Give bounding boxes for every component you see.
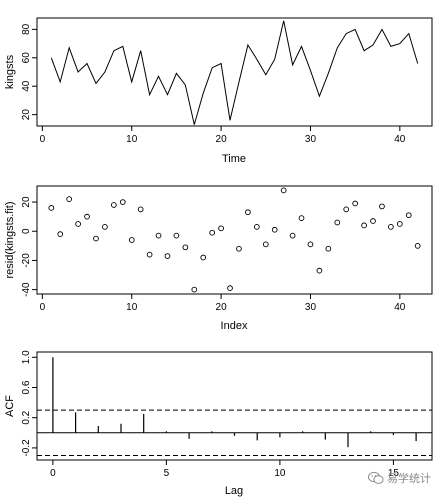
residual-point [298,215,305,221]
time-series-x-tick-label: 10 [126,134,138,145]
residual-point [245,209,251,216]
residual-point [316,267,323,274]
residual-point [280,187,287,194]
residual-point [388,224,394,230]
residuals-x-tick-label: 0 [40,302,46,313]
residual-point [289,232,296,239]
residual-point [370,218,376,224]
residual-point [307,241,314,248]
residuals-plot-frame [36,185,433,295]
residual-point [146,251,153,258]
residual-point [66,196,73,202]
residual-point [128,237,135,243]
acf-y-tick-label: 1.0 [21,350,32,364]
time-series-plot-frame [36,17,433,127]
acf-x-tick-label: 5 [164,468,170,479]
residual-point [396,221,403,227]
residual-point [334,219,341,226]
acf-x-tick-label: 0 [50,468,56,479]
residual-point [155,232,162,239]
residual-point [352,200,358,207]
time-series-ylabel: kingsts [4,54,16,89]
residual-point [405,212,412,219]
residuals-y-tick-label: -40 [21,282,32,297]
time-series-y-tick-label: 60 [21,52,32,64]
residual-point [182,244,189,251]
residuals-xlabel: Index [221,320,248,332]
residuals-x-tick-label: 40 [394,302,406,313]
time-series-line [50,20,419,125]
watermark: 易学统计 [368,470,431,486]
time-series-panel: Time kingsts 0 10 20 30 40 20 40 60 80 [4,17,433,165]
residuals-ylabel: resid(kingsts.fit) [4,201,16,278]
residual-point [209,229,216,236]
residual-point [379,203,385,210]
time-series-x-tick-label: 40 [394,134,406,145]
residuals-panel: Index resid(kingsts.fit) 0 10 20 30 40 -40 -20… [4,185,433,332]
time-series-y-tick-label: 40 [21,80,32,92]
acf-ylabel: ACF [4,395,16,417]
residuals-y-tick-label: -20 [21,253,32,268]
acf-x-tick-label: 15 [388,468,400,479]
residuals-y-tick-label: 20 [21,196,32,208]
residual-point [361,222,367,229]
residual-point [57,231,64,238]
acf-xlabel: Lag [225,485,243,497]
acf-panel: Lag ACF 0 5 10 15 -0.2 0.2 0.6 1.0 [4,350,433,497]
time-series-y-tick-label: 20 [21,109,32,121]
time-series-x-tick-label: 20 [216,134,228,145]
residual-point [218,225,224,232]
residual-point [93,235,99,242]
wechat-logo-icon [368,471,384,484]
acf-y-tick-label: -0.2 [21,439,32,457]
residual-point [84,213,90,220]
residual-point [173,232,180,239]
residual-point [262,241,269,248]
residual-point [48,205,55,211]
residual-point [253,224,260,230]
time-series-x-tick-label: 30 [305,134,317,145]
residuals-x-tick-label: 20 [216,302,228,313]
residual-point [343,206,350,213]
acf-plot-frame [36,351,433,461]
residual-point [75,221,81,227]
residuals-x-tick-label: 30 [305,302,317,313]
residual-point [119,199,126,205]
acf-y-tick-label: 0.6 [21,380,32,394]
residuals-y-tick-label: 0 [21,228,32,234]
residual-point [227,285,233,292]
time-series-y-tick-label: 80 [21,23,32,35]
time-series-xlabel: Time [222,153,246,165]
time-series-x-tick-label: 0 [40,134,46,145]
residual-point [164,253,171,259]
residual-point [137,206,144,213]
residual-point [191,286,198,293]
residual-point [200,254,207,261]
residual-point [102,224,108,230]
residuals-x-tick-label: 10 [126,302,138,313]
residual-point [414,242,421,249]
acf-y-tick-label: 0.2 [21,410,32,424]
residual-point [236,245,242,252]
residual-point [271,226,278,233]
watermark-text: 易学统计 [387,472,431,485]
residual-point [325,245,332,252]
residual-point [111,202,117,208]
acf-x-tick-label: 10 [274,468,286,479]
